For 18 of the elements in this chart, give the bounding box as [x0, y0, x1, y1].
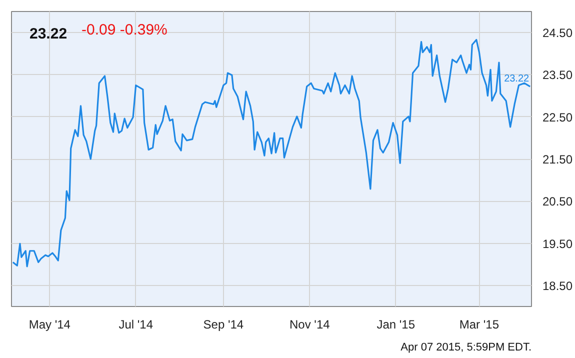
text: Apr 07 2015, 5:59PM EDT.: [400, 342, 532, 354]
line-series: [12, 38, 531, 268]
x-tick-label: Nov '14: [289, 318, 330, 332]
y-tick-label: 22.50: [542, 110, 573, 124]
y-tick-label: 19.50: [542, 236, 573, 251]
y-tick-label: 23.50: [542, 68, 573, 82]
x-tick-label: Jul '14: [118, 318, 154, 332]
x-tick-label: May '14: [28, 318, 71, 332]
text: 23.22: [30, 26, 68, 42]
y-tick-label: 18.50: [542, 278, 573, 293]
y-tick-label: 24.50: [542, 26, 573, 40]
y-tick-label: 20.50: [542, 194, 573, 209]
y-tick-label: 21.50: [542, 152, 573, 166]
x-tick-label: Sep '14: [203, 318, 244, 332]
x-tick-label: Mar '15: [459, 318, 500, 332]
annotation: 23.22: [504, 74, 530, 85]
x-tick-label: Jan '15: [376, 318, 416, 332]
text: -0.09 -0.39%: [82, 22, 168, 38]
